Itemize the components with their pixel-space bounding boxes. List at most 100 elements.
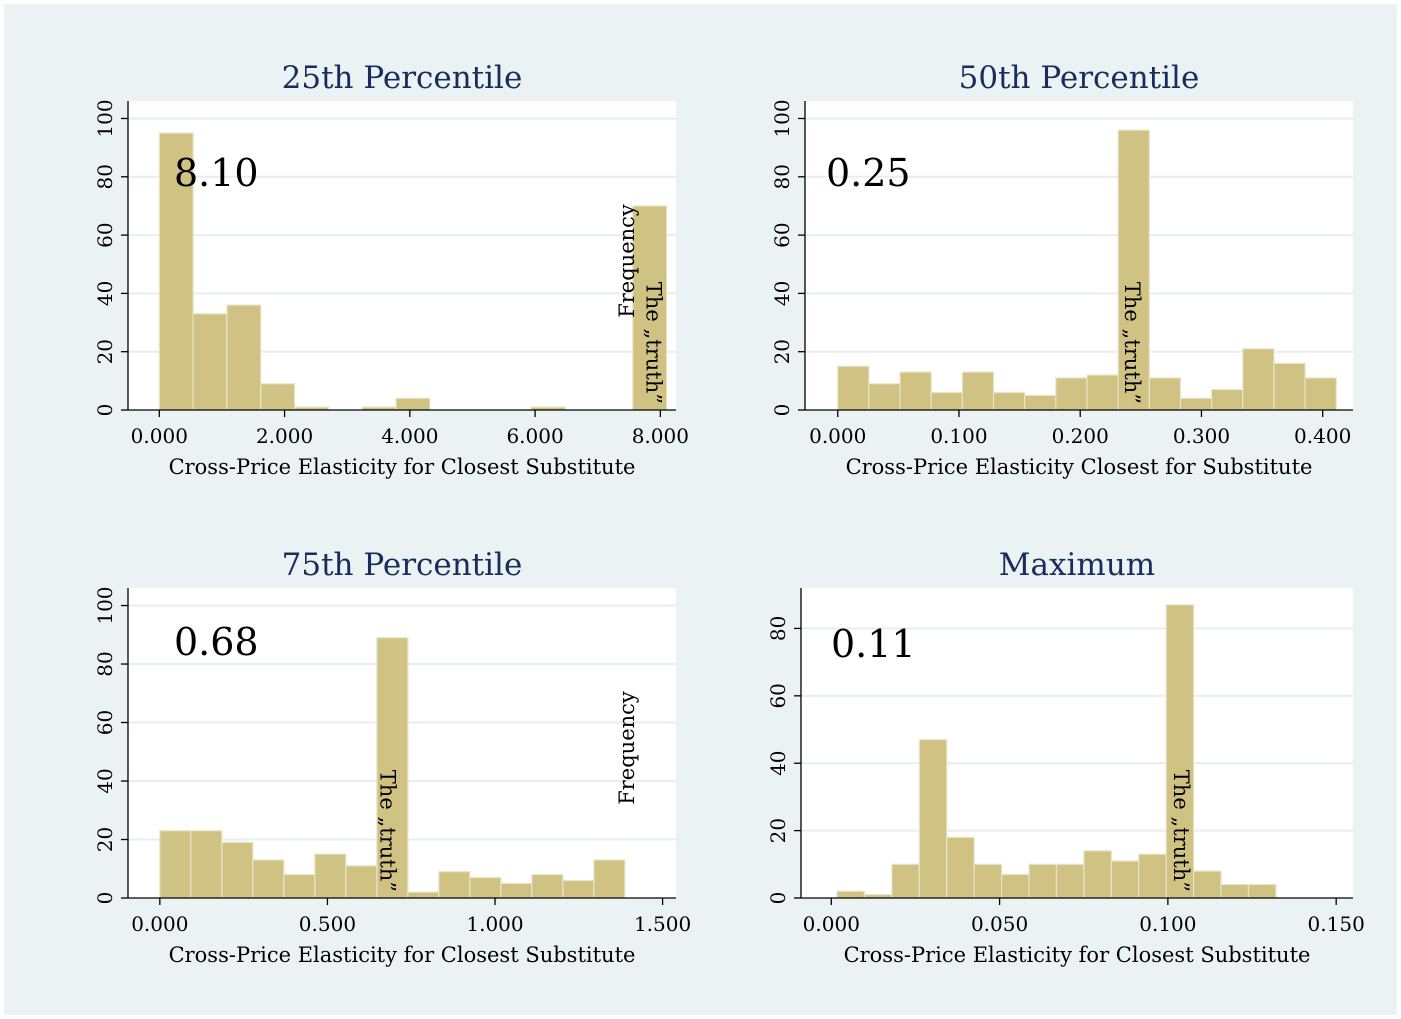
histogram-bar (221, 841, 254, 899)
x-tick-label: 0.200 (1052, 424, 1109, 448)
x-tick-label: 6.000 (506, 424, 563, 448)
histogram-bar (1165, 604, 1195, 899)
histogram-bar (1086, 374, 1119, 411)
x-axis-title: Cross-Price Elasticity for Closest Subst… (169, 455, 636, 479)
panel-title: 75th Percentile (282, 547, 523, 583)
histogram-bar (918, 739, 948, 899)
histogram-bar (1055, 863, 1085, 899)
histogram-bar (1273, 362, 1306, 411)
histogram-bar (992, 391, 1026, 411)
truth-value-annotation: 8.10 (174, 151, 259, 195)
frequency-label: Frequency (615, 204, 639, 318)
y-tick-label: 40 (93, 768, 117, 793)
y-tick-label: 100 (770, 99, 794, 137)
frequency-label: Frequency (615, 691, 639, 805)
histogram-bar (376, 637, 409, 899)
x-tick-label: 8.000 (632, 424, 689, 448)
y-tick-label: 20 (93, 827, 117, 852)
y-tick-label: 80 (770, 164, 794, 189)
y-tick-label: 100 (93, 586, 117, 624)
histogram-bar (531, 874, 564, 899)
histogram-bar (1193, 870, 1222, 899)
histogram-bar (1148, 377, 1182, 411)
histogram-panel-2: 0 20 40 60 80 100 0.000 0.100 0.200 0.300 0.400 Cro… (770, 60, 1353, 479)
x-tick-label: 0.000 (131, 424, 188, 448)
histogram-bar (1028, 863, 1058, 899)
histogram-bar (1024, 394, 1057, 411)
histogram-bar (1304, 377, 1337, 411)
histogram-bar (1138, 853, 1167, 899)
truth-value-annotation: 0.11 (831, 622, 916, 666)
x-tick-label: 0.050 (971, 912, 1028, 936)
histogram-bar (500, 882, 533, 899)
histogram-bar (973, 863, 1003, 899)
x-tick-label: 1.500 (634, 912, 691, 936)
histogram-panel-1: 0 20 40 60 80 100 0.000 2.000 4.000 6.000 8.000 Cro… (93, 60, 689, 479)
truth-label: The „truth” (375, 770, 399, 892)
x-axis-title: Cross-Price Elasticity for Closest Subst… (169, 943, 636, 967)
histogram-bar (1211, 388, 1244, 411)
y-tick-label: 60 (770, 222, 794, 247)
truth-label: The „truth” (642, 282, 666, 404)
figure-background: 0 20 40 60 80 100 0.000 2.000 4.000 6.000 8.000 Cro… (4, 4, 1397, 1015)
histogram-bar (1179, 397, 1213, 411)
histogram-panel-4: 0 20 40 60 80 0.000 0.050 0.100 0.150 Cross-Price… (766, 547, 1365, 967)
x-tick-label: 0.400 (1294, 424, 1351, 448)
x-tick-label: 4.000 (381, 424, 438, 448)
truth-value-annotation: 0.25 (826, 151, 911, 195)
histogram-bar (1247, 883, 1277, 899)
histogram-bar (438, 871, 471, 899)
histogram-bar (1001, 873, 1030, 899)
histogram-bar (837, 365, 870, 411)
x-tick-label: 0.000 (131, 912, 188, 936)
histogram-bar (1242, 348, 1275, 411)
histogram-bar (345, 865, 378, 899)
histogram-bar (899, 371, 932, 411)
histogram-bar (159, 830, 192, 899)
histogram-bar (1220, 883, 1250, 899)
histogram-bar (192, 313, 228, 411)
panel-title: 50th Percentile (959, 60, 1200, 96)
y-tick-label: 20 (770, 339, 794, 364)
histogram-bar (930, 391, 963, 411)
x-axis-title: Cross-Price Elasticity for Closest Subst… (844, 943, 1311, 967)
x-tick-label: 0.100 (1139, 912, 1196, 936)
histogram-bar (395, 397, 431, 411)
histogram-bar (1110, 860, 1140, 899)
histogram-bar (158, 132, 194, 411)
x-tick-label: 0.300 (1173, 424, 1230, 448)
y-tick-label: 20 (766, 818, 790, 843)
y-tick-label: 40 (770, 281, 794, 306)
histogram-bar (836, 890, 866, 899)
truth-label: The „truth” (1169, 770, 1193, 892)
histogram-bar (260, 383, 296, 411)
histogram-bar (190, 830, 223, 899)
y-tick-label: 40 (766, 750, 790, 775)
histogram-bar (961, 371, 995, 411)
y-tick-label: 60 (766, 683, 790, 708)
y-tick-label: 20 (93, 339, 117, 364)
histogram-bar (283, 874, 316, 899)
truth-label: The „truth” (1120, 282, 1144, 404)
y-tick-label: 60 (93, 710, 117, 735)
histogram-bar (891, 863, 920, 899)
x-tick-label: 0.000 (809, 424, 866, 448)
x-axis-title: Cross-Price Elasticity Closest for Subst… (846, 455, 1313, 479)
y-tick-label: 0 (93, 892, 117, 905)
histogram-bar (407, 891, 440, 899)
y-tick-label: 60 (93, 222, 117, 247)
y-tick-label: 0 (766, 892, 790, 905)
panel-title: Maximum (999, 547, 1155, 583)
x-tick-label: 0.150 (1308, 912, 1365, 936)
histogram-bar (1055, 377, 1088, 411)
y-tick-label: 80 (93, 164, 117, 189)
x-tick-label: 2.000 (256, 424, 313, 448)
histogram-bar (469, 876, 502, 899)
histogram-bar (593, 859, 626, 899)
panel-title: 25th Percentile (282, 60, 523, 96)
histogram-bar (868, 383, 901, 411)
truth-value-annotation: 0.68 (174, 620, 259, 664)
histogram-figure: 0 20 40 60 80 100 0.000 2.000 4.000 6.000 8.000 Cro… (93, 60, 1365, 967)
x-tick-label: 1.000 (466, 912, 523, 936)
y-tick-label: 40 (93, 281, 117, 306)
